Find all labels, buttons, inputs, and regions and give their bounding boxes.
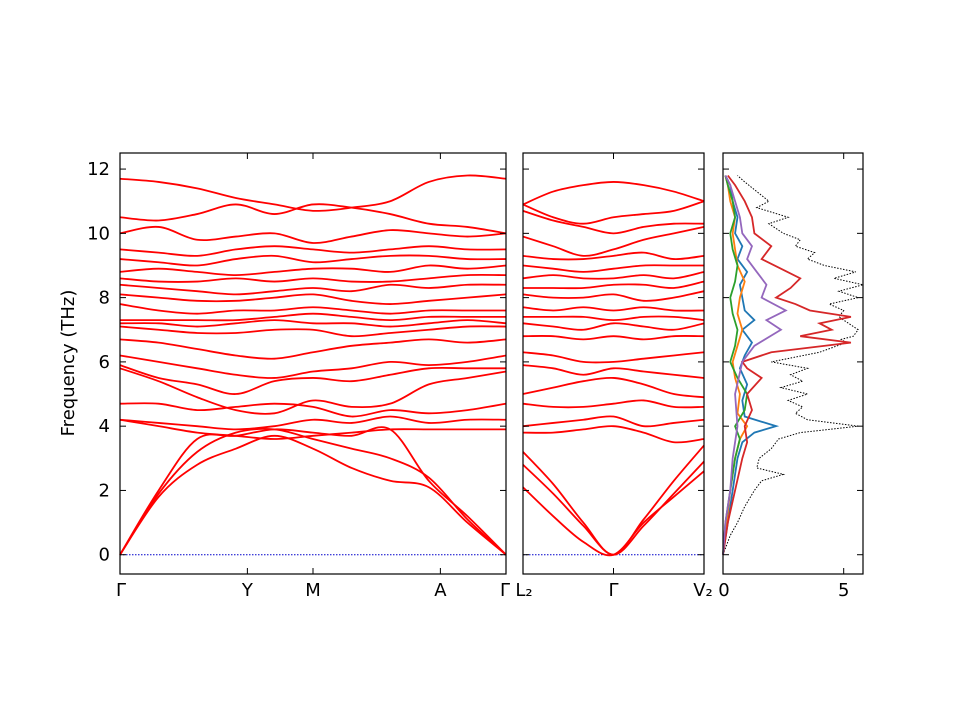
x-tick-label: V₂ (693, 580, 713, 601)
phonon-band-1 (119, 434, 507, 556)
band-structure-main-panel (119, 152, 507, 575)
phonon-band-18 (522, 251, 705, 261)
band-lines (119, 174, 507, 556)
phonon-band-7 (522, 376, 705, 399)
y-tick-label: 10 (87, 223, 110, 244)
phonon-band-2 (522, 460, 705, 556)
phonon-band-4 (119, 418, 506, 440)
x-tick-label: 0 (718, 580, 729, 601)
band-lines (522, 181, 705, 557)
phonon-band-11 (522, 322, 705, 331)
phonon-band-16 (522, 271, 705, 280)
phonon-band-23 (119, 174, 507, 212)
phonon-band-21 (522, 200, 705, 225)
phonon-band-14 (119, 303, 506, 315)
phonon-band-17 (119, 273, 507, 283)
phonon-band-3 (119, 426, 507, 556)
x-tick-label: Γ (116, 580, 126, 601)
phonon-band-11 (119, 325, 507, 338)
phonon-band-21 (119, 225, 507, 244)
phonon-band-2 (119, 428, 507, 556)
phonon-band-12 (119, 319, 507, 328)
phonon-band-13 (120, 312, 506, 322)
phonon-band-5 (522, 415, 705, 428)
phonon-band-4 (522, 425, 705, 444)
y-tick-label: 12 (87, 159, 110, 180)
phonon-band-22 (119, 203, 507, 235)
y-tick-label: 0 (99, 545, 110, 566)
plot-frame (119, 152, 507, 575)
x-tick-label: Γ (500, 580, 510, 601)
phonon-band-14 (522, 290, 705, 302)
phonon-band-6 (522, 399, 705, 409)
dos-lines (722, 174, 864, 555)
phonon-band-19 (119, 254, 507, 267)
phonon-band-17 (522, 264, 704, 273)
phonon-band-7 (119, 367, 507, 415)
phonon-band-10 (119, 338, 507, 360)
phonon-band-9 (119, 354, 507, 379)
y-tick-label: 8 (99, 288, 110, 309)
phonon-band-20 (522, 209, 705, 235)
phonon-band-10 (522, 335, 705, 341)
x-tick-label: A (434, 580, 447, 601)
phonon-band-3 (522, 444, 705, 556)
phonon-band-22 (522, 181, 705, 206)
plot-frame (722, 152, 864, 575)
y-tick-label: 2 (99, 480, 110, 501)
phonon-band-15 (119, 293, 507, 305)
phonon-band-13 (522, 306, 705, 312)
partial-dos-panel (722, 152, 864, 575)
phonon-band-5 (119, 415, 507, 431)
phonon-band-16 (119, 283, 507, 296)
phonon-band-15 (522, 280, 705, 290)
dos-partial-line-4 (722, 174, 852, 555)
band-structure-side-panel (522, 152, 705, 575)
dos-partial-line-3 (722, 175, 749, 555)
x-tick-label: M (305, 580, 321, 601)
x-tick-label: Γ (608, 580, 618, 601)
x-tick-label: Y (241, 580, 254, 601)
x-tick-label: 5 (838, 580, 849, 601)
dos-partial-line-5 (722, 175, 788, 555)
phonon-band-1 (522, 470, 705, 557)
phonon-band-9 (522, 351, 705, 364)
phonon-band-18 (119, 264, 507, 277)
y-axis-label: Frequency (THz) (58, 290, 79, 437)
y-tick-label: 4 (99, 416, 110, 437)
dos-partial-line-1 (722, 175, 780, 555)
plot-frame (522, 152, 705, 575)
x-tick-label: L₂ (515, 580, 532, 601)
y-tick-label: 6 (99, 352, 110, 373)
phonon-band-8 (522, 364, 705, 379)
phonon-band-8 (119, 364, 506, 395)
phonon-band-6 (119, 402, 507, 418)
phonon-band-20 (119, 245, 507, 257)
phonon-band-19 (522, 226, 705, 257)
phonon-band-12 (523, 315, 705, 322)
